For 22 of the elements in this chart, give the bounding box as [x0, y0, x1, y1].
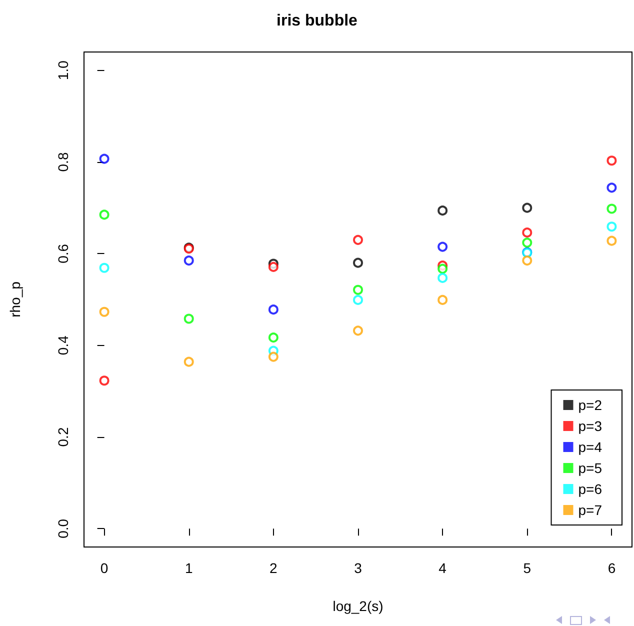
legend-label: p=3: [578, 418, 602, 434]
x-tick-label: 6: [608, 560, 616, 576]
y-tick-label: 0.4: [55, 335, 71, 356]
legend-label: p=7: [578, 502, 602, 518]
y-tick-label: 0.6: [55, 244, 71, 264]
x-tick-label: 5: [523, 560, 532, 576]
y-tick-label: 0.8: [55, 152, 71, 172]
legend-label: p=2: [578, 397, 602, 413]
x-tick-label: 0: [100, 560, 108, 576]
y-tick-label: 1.0: [55, 60, 71, 80]
x-tick-label: 4: [438, 560, 447, 576]
y-tick-label: 0.2: [55, 427, 71, 447]
x-tick-label: 2: [270, 560, 278, 576]
x-tick-label: 3: [354, 560, 362, 576]
legend-label: p=4: [578, 439, 602, 455]
x-tick-label: 1: [184, 560, 193, 576]
y-tick-label: 0.0: [55, 518, 71, 538]
chart-title: iris bubble: [276, 12, 358, 30]
legend-label: p=5: [578, 460, 602, 476]
y-axis-title: rho_p: [7, 281, 23, 318]
legend-label: p=6: [578, 481, 602, 497]
x-axis-title: log_2(s): [332, 598, 384, 614]
